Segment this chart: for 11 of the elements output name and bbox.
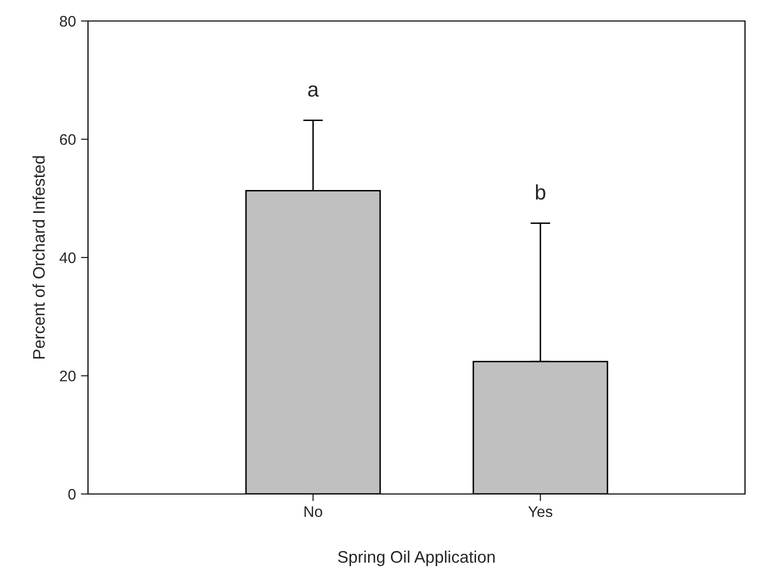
x-tick-label: Yes [528, 506, 552, 518]
y-tick-label: 0 [68, 488, 76, 500]
y-tick-label: 20 [60, 370, 76, 382]
annotation: a [308, 85, 319, 97]
y-tick-label: 60 [60, 134, 76, 145]
x-axis-title: Spring Oil Application [338, 550, 495, 566]
annotation: b [536, 184, 546, 200]
x-tick-label: No [304, 506, 322, 518]
y-axis-title: Percent of Orchard Infested [32, 156, 45, 358]
y-tick-label: 80 [60, 16, 76, 27]
y-tick-label: 40 [60, 252, 76, 264]
